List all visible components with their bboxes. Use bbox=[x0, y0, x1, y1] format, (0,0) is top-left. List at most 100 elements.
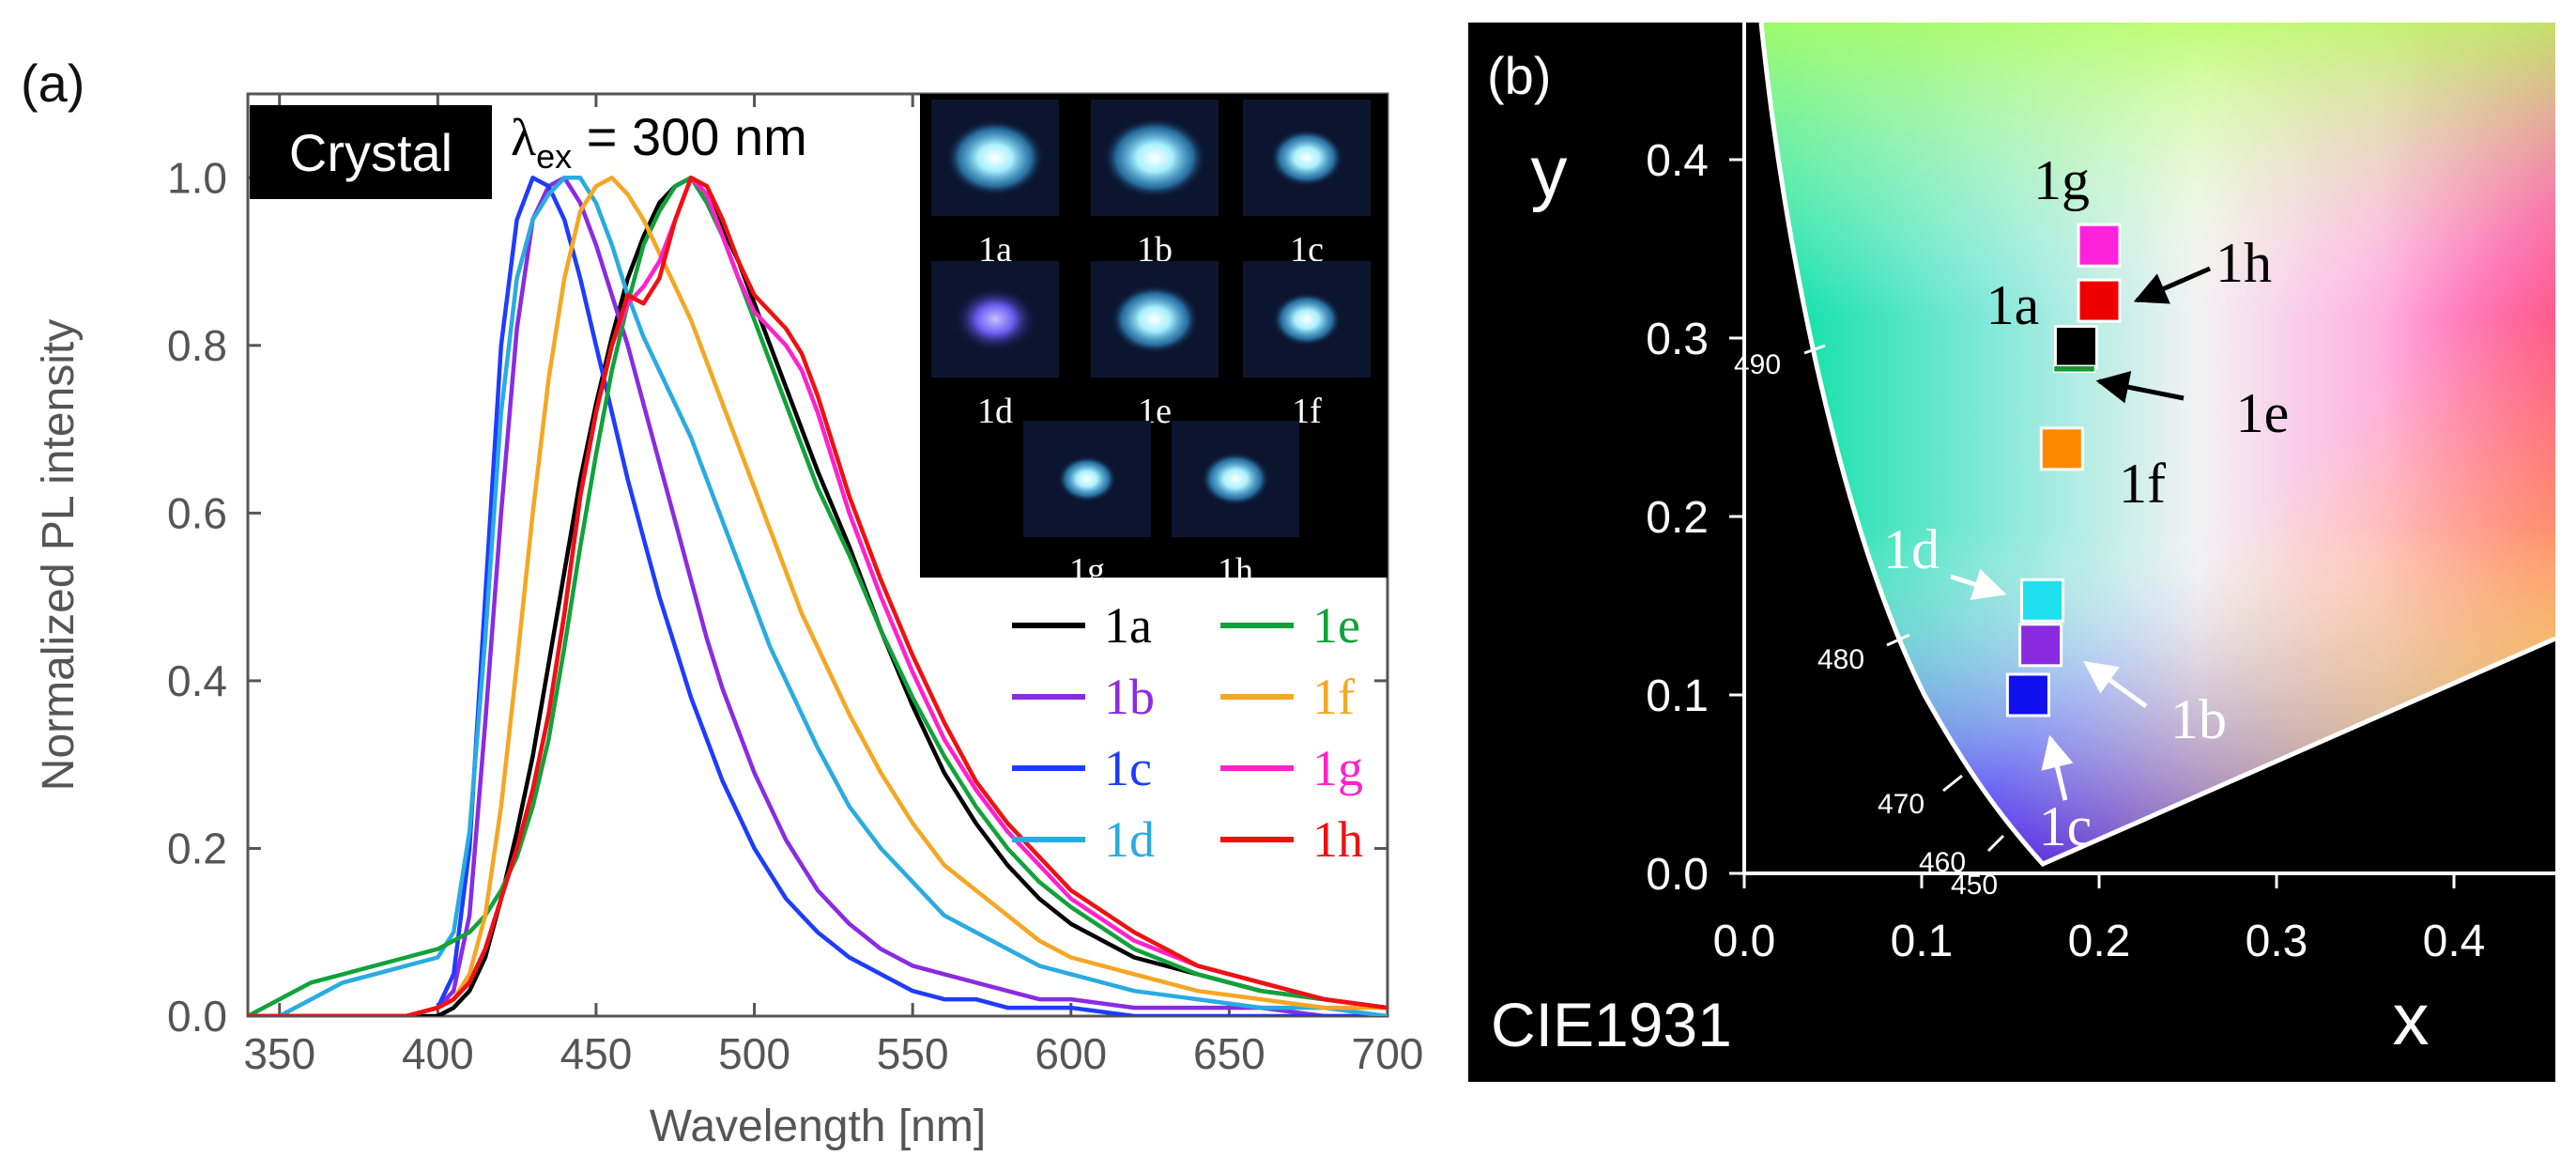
x-tick-label: 650 bbox=[1193, 1029, 1265, 1078]
axis-ticks-a: 350 400 450 500 550 600 650 700 0.0 0.2 0.4 0.6 0.8 1… bbox=[167, 94, 1423, 1078]
arrow-1e bbox=[2095, 371, 2185, 404]
legend-label-1e: 1e bbox=[1312, 597, 1360, 654]
locus-480: 480 bbox=[1817, 644, 1864, 675]
locus-460: 460 bbox=[1919, 847, 1966, 878]
series-line-1h bbox=[248, 176, 1388, 1016]
panel-a: (a) 350 400 450 500 550 600 650 700 0.0 0.2 0.4 0.6… bbox=[21, 54, 1423, 1151]
inset-label-1h: 1h bbox=[1218, 551, 1253, 591]
y-tick-label: 1.0 bbox=[167, 153, 227, 202]
legend-label-1b: 1b bbox=[1104, 669, 1155, 725]
label-1h: 1h bbox=[2216, 232, 2272, 294]
locus-470: 470 bbox=[1878, 789, 1924, 820]
y-tick-label-b: 0.3 bbox=[1646, 315, 1709, 364]
panel-b: (b) 0.0 0.1 0.2 0.3 0.4 0.0 0.1 0.2 0.3 0.4 490 4… bbox=[1468, 22, 2557, 1082]
label-1e: 1e bbox=[2236, 382, 2290, 444]
legend-label-1d: 1d bbox=[1104, 811, 1155, 868]
x-tick-label: 350 bbox=[243, 1029, 315, 1078]
locus-450: 450 bbox=[1951, 870, 1998, 901]
y-tick-label-b: 0.1 bbox=[1646, 671, 1709, 721]
crystal-photo bbox=[946, 119, 1044, 196]
point-1g bbox=[2077, 223, 2122, 268]
x-tick-label-b: 0.4 bbox=[2423, 917, 2486, 966]
label-1d: 1d bbox=[1883, 518, 1940, 580]
x-axis-label-b: x bbox=[2393, 978, 2430, 1060]
arrow-1c bbox=[2041, 734, 2074, 801]
y-tick-label-b: 0.2 bbox=[1646, 493, 1709, 543]
point-1h bbox=[2077, 278, 2122, 323]
crystal-photo bbox=[1057, 455, 1117, 502]
x-tick-label: 550 bbox=[877, 1029, 949, 1078]
point-1d bbox=[2020, 578, 2065, 623]
crystal-photo bbox=[1270, 129, 1343, 187]
arrow-1b bbox=[2083, 660, 2148, 709]
x-tick-label: 450 bbox=[560, 1029, 633, 1078]
x-tick-label-b: 0.3 bbox=[2246, 917, 2308, 966]
inset-label-1d: 1d bbox=[977, 392, 1013, 431]
x-tick-label-b: 0.0 bbox=[1713, 917, 1776, 966]
lambda-symbol: λ bbox=[511, 109, 536, 167]
point-annotations: 1g 1h 1a 1e 1f 1d 1b 1c bbox=[1883, 149, 2289, 857]
excitation-subscript: ex bbox=[536, 137, 572, 176]
point-1c bbox=[2005, 672, 2050, 717]
label-1g: 1g bbox=[2033, 149, 2090, 211]
crystal-photo bbox=[1201, 452, 1270, 506]
y-tick-label: 0.6 bbox=[167, 488, 227, 537]
x-tick-label: 500 bbox=[718, 1029, 790, 1078]
x-tick-label: 600 bbox=[1035, 1029, 1107, 1078]
series-line-1c bbox=[248, 176, 1388, 1016]
legend-label-1h: 1h bbox=[1312, 811, 1363, 868]
excitation-label: λex = 300 nm bbox=[511, 107, 807, 176]
spectra-lines bbox=[248, 176, 1388, 1016]
y-axis-label: Normalized PL intensity bbox=[34, 319, 84, 791]
cie-points bbox=[2005, 223, 2122, 717]
locus-490: 490 bbox=[1734, 349, 1781, 380]
cie-footer: CIE1931 bbox=[1491, 990, 1732, 1059]
legend-label-1f: 1f bbox=[1312, 669, 1355, 725]
label-1b: 1b bbox=[2170, 688, 2227, 750]
series-line-1e bbox=[248, 176, 1388, 1016]
x-tick-label: 700 bbox=[1352, 1029, 1424, 1078]
arrow-1h bbox=[2133, 266, 2211, 304]
point-1b bbox=[2018, 623, 2063, 668]
y-tick-label: 0.4 bbox=[167, 656, 227, 705]
y-tick-label-b: 0.4 bbox=[1646, 136, 1709, 186]
label-1f: 1f bbox=[2119, 453, 2166, 515]
crystal-photo bbox=[1272, 292, 1342, 347]
legend-a: 1a 1e 1b 1f 1c 1g 1d 1h bbox=[1012, 597, 1363, 868]
label-1c: 1c bbox=[2039, 795, 2093, 857]
spectral-locus bbox=[1758, 22, 2557, 868]
excitation-value: = 300 nm bbox=[572, 107, 807, 166]
y-tick-label: 0.0 bbox=[167, 992, 227, 1041]
x-tick-label-b: 0.1 bbox=[1891, 917, 1954, 966]
x-tick-label-b: 0.2 bbox=[2068, 917, 2131, 966]
axis-ticks-b: 0.0 0.1 0.2 0.3 0.4 0.0 0.1 0.2 0.3 0.4 bbox=[1646, 136, 2485, 966]
series-line-1d bbox=[248, 176, 1388, 1016]
panel-b-label: (b) bbox=[1487, 46, 1551, 105]
y-axis-label-b: y bbox=[1531, 131, 1568, 213]
y-tick-label: 0.8 bbox=[167, 321, 227, 370]
crystal-badge: Crystal bbox=[289, 123, 452, 182]
x-axis-label: Wavelength [nm] bbox=[650, 1102, 986, 1151]
point-1a bbox=[2053, 325, 2098, 369]
crystal-photo bbox=[1103, 117, 1206, 198]
cie-gamut bbox=[1758, 22, 2557, 868]
inset-label-1g: 1g bbox=[1069, 551, 1105, 591]
y-tick-label-b: 0.0 bbox=[1646, 850, 1709, 900]
panel-a-label: (a) bbox=[21, 54, 84, 113]
legend-label-1g: 1g bbox=[1312, 740, 1363, 796]
locus-labels: 490 480 470 460 450 bbox=[1734, 344, 2005, 901]
crystal-badge-bg bbox=[250, 105, 492, 199]
crystal-photo bbox=[953, 286, 1037, 352]
series-line-1b bbox=[248, 176, 1388, 1016]
point-1f bbox=[2039, 426, 2084, 471]
legend-label-1c: 1c bbox=[1104, 740, 1152, 796]
arrow-1d bbox=[1950, 568, 2007, 601]
y-tick-label: 0.2 bbox=[167, 824, 227, 872]
crystal-photo bbox=[1111, 285, 1199, 354]
x-tick-label: 400 bbox=[402, 1029, 474, 1078]
point-1e bbox=[2052, 364, 2096, 374]
label-1a: 1a bbox=[1986, 274, 2040, 336]
legend-label-1a: 1a bbox=[1104, 597, 1152, 654]
